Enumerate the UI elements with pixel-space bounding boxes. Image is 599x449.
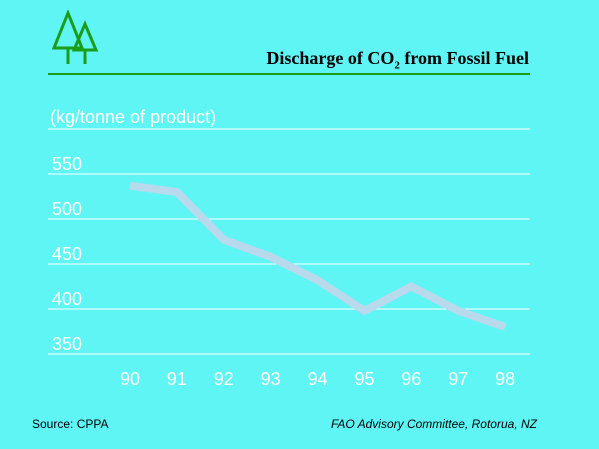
x-tick-label: 96 (401, 369, 421, 389)
chart-title: Discharge of CO2 from Fossil Fuel (266, 48, 529, 72)
x-tick-label: 93 (261, 369, 281, 389)
series-line (129, 181, 507, 331)
x-tick-label: 95 (354, 369, 374, 389)
y-tick-label: 450 (52, 244, 82, 264)
title-divider (48, 73, 530, 75)
credit-note: FAO Advisory Committee, Rotorua, NZ (330, 417, 537, 431)
x-tick-label: 94 (308, 369, 328, 389)
x-tick-label: 92 (214, 369, 234, 389)
twin-pine-trees-icon (51, 10, 99, 64)
title-subscript: 2 (394, 59, 400, 72)
x-tick-label: 98 (495, 369, 515, 389)
y-tick-label: 350 (52, 334, 82, 354)
x-tick-label: 97 (448, 369, 468, 389)
y-axis-label: (kg/tonne of product) (50, 107, 217, 127)
x-tick-label: 91 (167, 369, 187, 389)
y-tick-label: 500 (52, 199, 82, 219)
y-tick-label: 550 (52, 154, 82, 174)
y-tick-label: 400 (52, 289, 82, 309)
title-suffix: from Fossil Fuel (399, 48, 529, 68)
title-prefix: Discharge of CO (266, 48, 395, 68)
source-note: Source: CPPA (32, 417, 109, 431)
x-tick-label: 90 (120, 369, 140, 389)
